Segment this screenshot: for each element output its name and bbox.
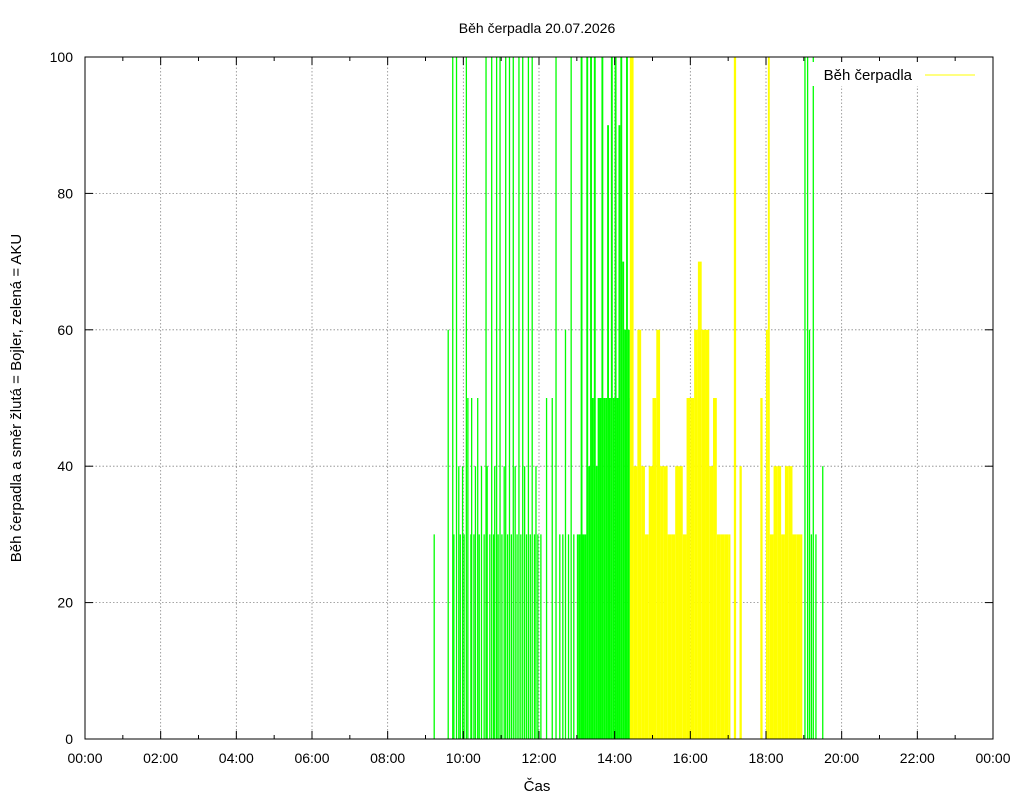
bar-aku: [626, 57, 628, 739]
bar-bojler: [637, 330, 641, 739]
bar-aku: [583, 534, 585, 739]
bar-aku: [581, 57, 583, 739]
bar-aku: [624, 330, 626, 739]
chart-title: Běh čerpadla 20.07.2026: [459, 20, 616, 36]
bar-aku: [598, 398, 600, 739]
bar-bojler: [717, 534, 721, 739]
x-tick-label: 18:00: [748, 750, 783, 766]
bar-aku: [605, 398, 607, 739]
bar-aku: [588, 466, 590, 739]
bar-bojler: [675, 466, 679, 739]
bar-bojler: [785, 466, 789, 739]
bar-bojler: [792, 534, 796, 739]
bar-bojler: [800, 534, 802, 739]
bar-bojler: [740, 466, 742, 739]
y-tick-label: 60: [57, 322, 73, 338]
x-axis-label: Čas: [524, 778, 551, 795]
bar-bojler: [721, 534, 725, 739]
bar-bojler: [760, 398, 762, 739]
bar-bojler: [634, 466, 638, 739]
bar-aku: [611, 57, 613, 739]
bar-aku: [577, 534, 579, 739]
bar-bojler: [774, 466, 778, 739]
bar-bojler: [683, 534, 687, 739]
x-tick-label: 06:00: [294, 750, 329, 766]
x-tick-label: 20:00: [824, 750, 859, 766]
bar-bojler: [679, 466, 683, 739]
x-tick-label: 00:00: [975, 750, 1010, 766]
bar-bojler: [698, 262, 702, 739]
x-tick-label: 04:00: [219, 750, 254, 766]
x-tick-label: 10:00: [446, 750, 481, 766]
bar-aku: [607, 125, 609, 739]
bar-aku: [628, 330, 630, 739]
bar-aku: [620, 57, 622, 739]
x-tick-label: 22:00: [900, 750, 935, 766]
y-axis-label: Běh čerpadla a směr žlutá = Bojler, zele…: [8, 234, 25, 563]
x-tick-label: 02:00: [143, 750, 178, 766]
bar-bojler: [702, 330, 706, 739]
bar-bojler: [656, 330, 660, 739]
bar-bojler: [664, 466, 668, 739]
y-tick-label: 100: [50, 49, 74, 65]
bar-bojler: [796, 534, 800, 739]
bar-bojler: [690, 398, 694, 739]
x-tick-label: 08:00: [370, 750, 405, 766]
bar-bojler: [709, 466, 713, 739]
bar-aku: [586, 57, 588, 739]
legend-label: Běh čerpadla: [824, 67, 913, 84]
bar-bojler: [713, 398, 717, 739]
bar-aku: [613, 398, 615, 739]
x-tick-label: 14:00: [597, 750, 632, 766]
bar-bojler: [728, 534, 730, 739]
bar-aku: [600, 398, 602, 739]
bar-bojler: [649, 466, 653, 739]
y-tick-label: 20: [57, 595, 73, 611]
bar-aku: [596, 466, 598, 739]
bar-bojler: [668, 534, 672, 739]
bar-bojler: [777, 466, 781, 739]
bar-aku: [609, 398, 611, 739]
bar-bojler: [645, 534, 649, 739]
y-tick-label: 0: [65, 731, 73, 747]
bar-bojler: [687, 398, 691, 739]
bar-aku: [622, 262, 624, 739]
bar-bojler: [694, 330, 698, 739]
bar-bojler: [671, 534, 675, 739]
bar-aku: [592, 398, 594, 739]
bar-bojler: [734, 57, 736, 739]
legend: Běh čerpadla: [812, 62, 988, 86]
x-tick-label: 16:00: [673, 750, 708, 766]
bar-aku: [603, 398, 605, 739]
bar-bojler: [705, 330, 709, 739]
x-tick-label: 00:00: [67, 750, 102, 766]
bar-bojler: [766, 330, 768, 739]
x-tick-label: 12:00: [521, 750, 556, 766]
bar-bojler: [768, 57, 770, 739]
bar-bojler: [781, 534, 785, 739]
bar-aku: [584, 534, 586, 739]
bar-aku: [617, 398, 619, 739]
bar-aku: [579, 534, 581, 739]
bar-aku: [615, 57, 617, 739]
bar-bojler: [770, 534, 774, 739]
bar-aku: [590, 57, 592, 739]
y-tick-label: 40: [57, 458, 73, 474]
bar-bojler: [724, 534, 728, 739]
bar-bojler: [660, 466, 664, 739]
y-tick-label: 80: [57, 185, 73, 201]
bar-aku: [601, 57, 603, 739]
bar-bojler: [653, 398, 657, 739]
bar-bojler: [630, 57, 634, 739]
bar-aku: [618, 125, 620, 739]
bar-aku: [594, 57, 596, 739]
bar-bojler: [641, 466, 645, 739]
bar-bojler: [789, 466, 793, 739]
